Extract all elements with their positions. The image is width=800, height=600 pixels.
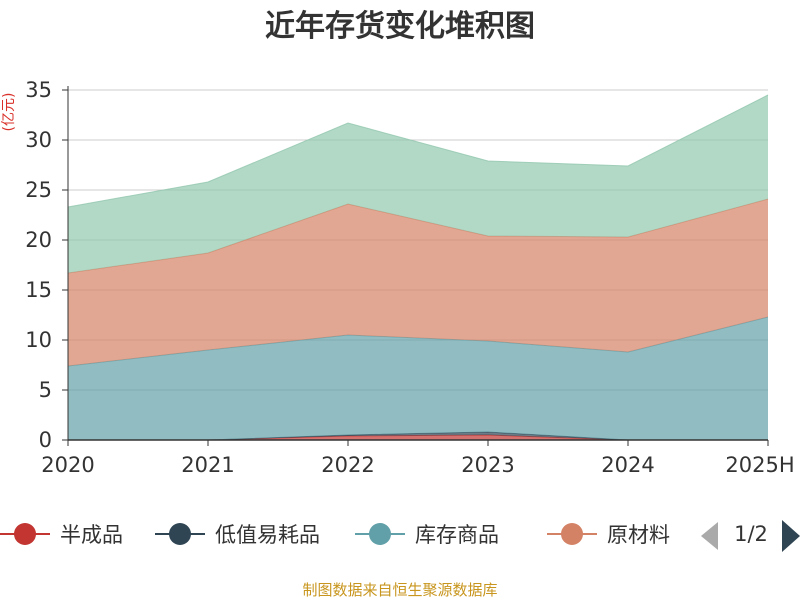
x-tick-label: 2021 [181, 453, 234, 477]
legend-item[interactable]: 半成品 [0, 523, 123, 547]
legend-label: 低值易耗品 [215, 523, 320, 547]
prev-page-icon[interactable] [701, 522, 718, 550]
next-page-icon[interactable] [782, 520, 800, 552]
legend-circle-icon [561, 523, 583, 545]
legend[interactable]: 半成品 低值易耗品 库存商品 原材料 [0, 523, 670, 547]
legend-pager[interactable]: 1/2 [701, 520, 800, 552]
legend-circle-icon [169, 523, 191, 545]
legend-item[interactable]: 低值易耗品 [155, 523, 320, 547]
x-tick-label: 2025H [725, 453, 794, 477]
y-tick-label: 15 [25, 278, 52, 302]
legend-circle-icon [14, 523, 36, 545]
chart-title: 近年存货变化堆积图 [265, 9, 535, 44]
area-series-3 [68, 317, 768, 440]
legend-label: 半成品 [60, 523, 123, 547]
y-tick-label: 35 [25, 78, 52, 102]
legend-item[interactable]: 库存商品 [355, 523, 499, 547]
y-tick-label: 10 [25, 328, 52, 352]
y-axis-label: (亿元) [1, 93, 17, 132]
x-tick-labels: 2020 2021 2022 2023 2024 2025H [41, 440, 795, 477]
y-tick-labels: 0 5 10 15 20 25 30 35 [25, 78, 52, 452]
y-tick-label: 25 [25, 178, 52, 202]
axes [67, 86, 768, 441]
legend-page-indicator: 1/2 [734, 522, 768, 546]
legend-circle-icon [369, 523, 391, 545]
data-source-note: 制图数据来自恒生聚源数据库 [302, 581, 497, 599]
area-series-5 [68, 95, 768, 273]
x-tick-label: 2022 [321, 453, 374, 477]
y-tick-label: 0 [39, 428, 52, 452]
legend-item[interactable]: 原材料 [547, 523, 670, 547]
x-tick-label: 2024 [601, 453, 654, 477]
y-tick-label: 5 [39, 378, 52, 402]
series-line-5 [67, 94, 769, 208]
x-tick-label: 2020 [41, 453, 94, 477]
x-tick-label: 2023 [461, 453, 514, 477]
legend-label: 库存商品 [415, 523, 499, 547]
y-tick-label: 30 [25, 128, 52, 152]
y-tick-label: 20 [25, 228, 52, 252]
area-series [67, 94, 769, 441]
legend-label: 原材料 [607, 523, 670, 547]
